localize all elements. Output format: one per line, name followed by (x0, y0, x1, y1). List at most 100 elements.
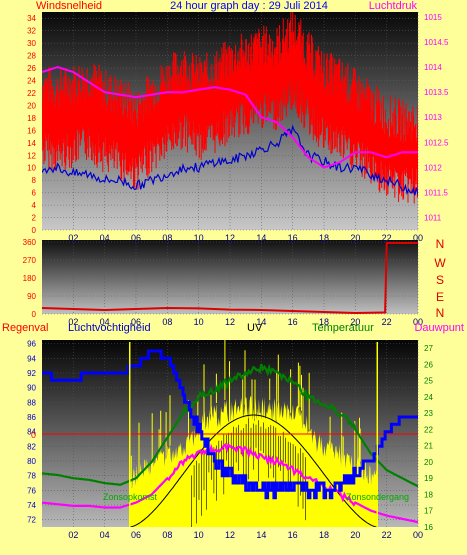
panel2-tick-label: 180 (23, 274, 37, 283)
panel1-left-tick-label: 16 (27, 126, 36, 135)
panel1-left-tick-label: 8 (32, 176, 37, 185)
panel3-x-tick-label: 20 (350, 530, 360, 540)
panel3-left-tick-label: 76 (27, 486, 36, 495)
panel1-left-tick-label: 18 (27, 114, 36, 123)
panel1-right-tick-label: 1013 (424, 113, 442, 122)
panel3-right-tick-label: 26 (424, 360, 433, 369)
panel1-left-tick-label: 34 (27, 14, 36, 23)
panel3-right-tick-label: 24 (424, 393, 433, 402)
panel1-x-tick-label: 20 (350, 233, 360, 243)
panel3-left-tick-label: 96 (27, 340, 36, 349)
panel3-x-tick-label: 06 (131, 530, 141, 540)
wind-speed-line (42, 57, 418, 167)
panel3-x-tick-label: 14 (256, 530, 266, 540)
panel3-x-tick-label: 04 (100, 530, 110, 540)
panel1-left-tick-label: 0 (32, 226, 37, 235)
panel3-left-tick-label: 84 (27, 428, 36, 437)
panel1-left-tick-label: 26 (27, 64, 36, 73)
panel3-x-tick-label: 18 (319, 530, 329, 540)
legend-rain: Regenval (2, 322, 48, 334)
panel3-left-tick-label: 86 (27, 413, 36, 422)
panel1-x-tick-label: 18 (319, 233, 329, 243)
panel2-x-tick-label: 10 (194, 317, 204, 327)
panel1-left-tick-label: 6 (32, 189, 37, 198)
panel1-x-tick-label: 02 (68, 233, 78, 243)
panel3-x-tick-label: 00 (413, 530, 423, 540)
panel3-left-tick-label: 94 (27, 354, 36, 363)
panel1-x-tick-label: 22 (382, 233, 392, 243)
panel3-left-tick-label: 78 (27, 472, 36, 481)
legend-humidity: Luchtvochtigheid (68, 322, 151, 334)
panel1-left-tick-label: 24 (27, 77, 36, 86)
panel1-x-tick-label: 16 (288, 233, 298, 243)
panel1-left-tick-label: 12 (27, 151, 36, 160)
compass-n-top: N (436, 237, 445, 251)
panel2-tick-label: 270 (23, 256, 37, 265)
panel3-left-tick-label: 74 (27, 501, 36, 510)
compass-n-bottom: N (436, 306, 445, 320)
panel1-x-tick-label: 14 (256, 233, 266, 243)
humidity-line (42, 349, 418, 500)
temperature-line (42, 363, 418, 488)
panel3-left-tick-label: 72 (27, 516, 36, 525)
panel3-right-tick-label: 21 (424, 442, 433, 451)
panel1-left-tick-label: 30 (27, 39, 36, 48)
panel3-right-tick-label: 23 (424, 409, 433, 418)
panel1-left-tick-label: 10 (27, 164, 36, 173)
panel2-tick-label: 0 (32, 310, 37, 319)
rain-value-label: 0 (31, 430, 36, 440)
panel3-left-tick-label: 82 (27, 442, 36, 451)
pressure-line (42, 66, 418, 169)
legend-temperature: Temperatuur (312, 322, 374, 334)
panel3-right-tick-label: 17 (424, 507, 433, 516)
panel2-x-tick-label: 22 (382, 317, 392, 327)
panel1-x-tick-label: 04 (100, 233, 110, 243)
panel1-right-tick-label: 1014 (424, 63, 442, 72)
panel2-x-tick-label: 16 (288, 317, 298, 327)
compass-w: W (434, 256, 446, 270)
panel1-right-tick-label: 1013.5 (424, 88, 449, 97)
panel3-x-tick-label: 02 (68, 530, 78, 540)
panel3-x-tick-label: 12 (225, 530, 235, 540)
wind-gust-line (42, 124, 418, 196)
panel2-x-tick-label: 04 (100, 317, 110, 327)
panel3-right-tick-label: 22 (424, 425, 433, 434)
panel1-left-tick-label: 2 (32, 214, 37, 223)
panel1-right-tick-label: 1011 (424, 213, 442, 222)
panel2-x-tick-label: 06 (131, 317, 141, 327)
panel3-left-tick-label: 88 (27, 398, 36, 407)
panel3-left-tick-label: 92 (27, 369, 36, 378)
sunrise-label: Zonsopkomst (103, 492, 158, 502)
panel2-x-tick-label: 18 (319, 317, 329, 327)
panel3-left-tick-label: 80 (27, 457, 36, 466)
panel2-tick-label: 360 (23, 238, 37, 247)
panel2-x-tick-label: 12 (225, 317, 235, 327)
panel2-tick-label: 90 (27, 292, 36, 301)
panel3-x-tick-label: 16 (288, 530, 298, 540)
panel3-right-tick-label: 16 (424, 523, 433, 532)
panel1-left-tick-label: 32 (27, 27, 36, 36)
sunset-label: Zonsondergang (346, 492, 409, 502)
panel3-marks (128, 342, 379, 527)
panel1-left-tick-label: 14 (27, 139, 36, 148)
panel3-left-tick-label: 90 (27, 384, 36, 393)
panel1-x-tick-label: 06 (131, 233, 141, 243)
panel1-right-tick-label: 1012.5 (424, 138, 449, 147)
panel3-x-tick-label: 10 (194, 530, 204, 540)
panel1-x-tick-label: 08 (162, 233, 172, 243)
panel3-right-tick-label: 18 (424, 490, 433, 499)
panel1-right-tick-label: 1015 (424, 13, 442, 22)
panel3-right-tick-label: 19 (424, 474, 433, 483)
compass-s: S (436, 273, 444, 287)
right-axis-title: Luchtdruk (369, 0, 418, 12)
compass-labels: N W S E N (434, 237, 446, 320)
panel3-right-tick-label: 20 (424, 458, 433, 467)
panel1-left-tick-label: 28 (27, 52, 36, 61)
legend-dewpoint: Dauwpunt (414, 322, 464, 334)
panel3-x-tick-label: 22 (382, 530, 392, 540)
panel1-x-tick-label: 10 (194, 233, 204, 243)
panel1-x-tick-label: 12 (225, 233, 235, 243)
solar-radiation-fill (191, 418, 306, 527)
panel1-right-tick-label: 1014.5 (424, 38, 449, 47)
panel1-left-tick-label: 4 (32, 201, 37, 210)
